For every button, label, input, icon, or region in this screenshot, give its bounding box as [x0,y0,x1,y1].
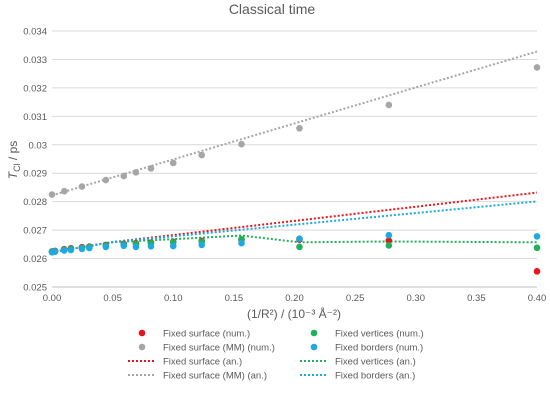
series-layer [48,50,541,275]
y-axis-label: TCl / ps [6,141,22,180]
data-point [120,172,128,180]
y-axis-label-symbol: T [6,170,20,179]
legend-label: Fixed borders (num.) [335,343,423,354]
y-tick-label: 0.034 [23,27,47,38]
y-axis-ticks: 0.025 0.026 0.027 0.028 0.029 0.03 0.031 0.032 0… [23,27,47,294]
data-point [385,237,393,244]
data-point [147,243,155,250]
data-point [132,169,140,176]
data-point [67,246,75,254]
x-tick-label: 0.20 [285,293,304,304]
data-point [169,242,177,250]
chart-title: Classical time [229,1,316,17]
legend-label: Fixed vertices (an.) [335,357,416,368]
y-tick-label: 0.027 [23,226,47,237]
data-point [198,241,206,249]
data-point [296,124,303,132]
data-point [78,183,86,190]
legend-marker [138,343,146,351]
data-point [61,187,68,195]
gridlines [52,30,537,288]
legend-label: Fixed vertices (num.) [335,329,424,340]
data-point [102,243,110,251]
data-point [169,159,177,167]
y-tick-label: 0.025 [23,283,47,294]
x-axis-ticks: 0.00 0.05 0.10 0.15 0.20 0.25 0.30 0.35 0.40 [43,293,547,304]
legend: Fixed surface (num.) Fixed vertices (num.… [128,329,424,382]
data-point [296,243,303,251]
legend-label: Fixed surface (MM) (num.) [163,343,275,354]
x-tick-label: 0.25 [346,293,365,304]
data-point [296,235,303,242]
data-point [78,245,86,253]
y-tick-label: 0.028 [23,197,47,208]
data-point [385,231,393,239]
y-tick-label: 0.029 [23,169,47,180]
data-point [533,233,541,240]
data-point [48,191,56,198]
data-point [120,242,128,250]
data-point [533,64,541,71]
y-tick-label: 0.03 [29,140,48,151]
x-tick-label: 0.35 [467,293,486,304]
x-tick-label: 0.05 [103,293,122,304]
legend-label: Fixed surface (MM) (an.) [163,371,267,382]
legend-label: Fixed borders (an.) [335,371,415,382]
data-point [533,268,541,275]
legend-marker [138,329,146,337]
x-tick-label: 0.30 [407,293,426,304]
data-point [238,140,245,148]
data-point [60,247,68,254]
data-point [51,248,59,256]
data-point [238,239,245,247]
data-point [132,243,140,251]
x-tick-label: 0.10 [164,293,183,304]
data-point [147,165,155,172]
data-point [102,176,110,184]
x-tick-label: 0.40 [528,293,547,304]
data-point [533,244,541,252]
data-point [385,101,393,109]
data-point [385,242,393,249]
y-tick-label: 0.031 [23,112,47,123]
data-point [86,244,93,252]
x-axis-label: (1/R²) / (10⁻³ Å⁻²) [247,306,341,321]
y-tick-label: 0.032 [23,83,47,94]
legend-label: Fixed surface (num.) [163,329,250,340]
legend-label: Fixed surface (an.) [163,357,242,368]
y-axis-label-subscript: Cl [12,163,22,172]
y-axis-label-unit: / ps [6,141,20,164]
x-tick-label: 0.15 [225,293,244,304]
y-tick-label: 0.033 [23,55,47,66]
x-tick-label: 0.00 [43,293,62,304]
data-point [198,151,206,159]
legend-marker [310,329,318,337]
y-tick-label: 0.026 [23,254,47,265]
legend-marker [310,343,318,351]
